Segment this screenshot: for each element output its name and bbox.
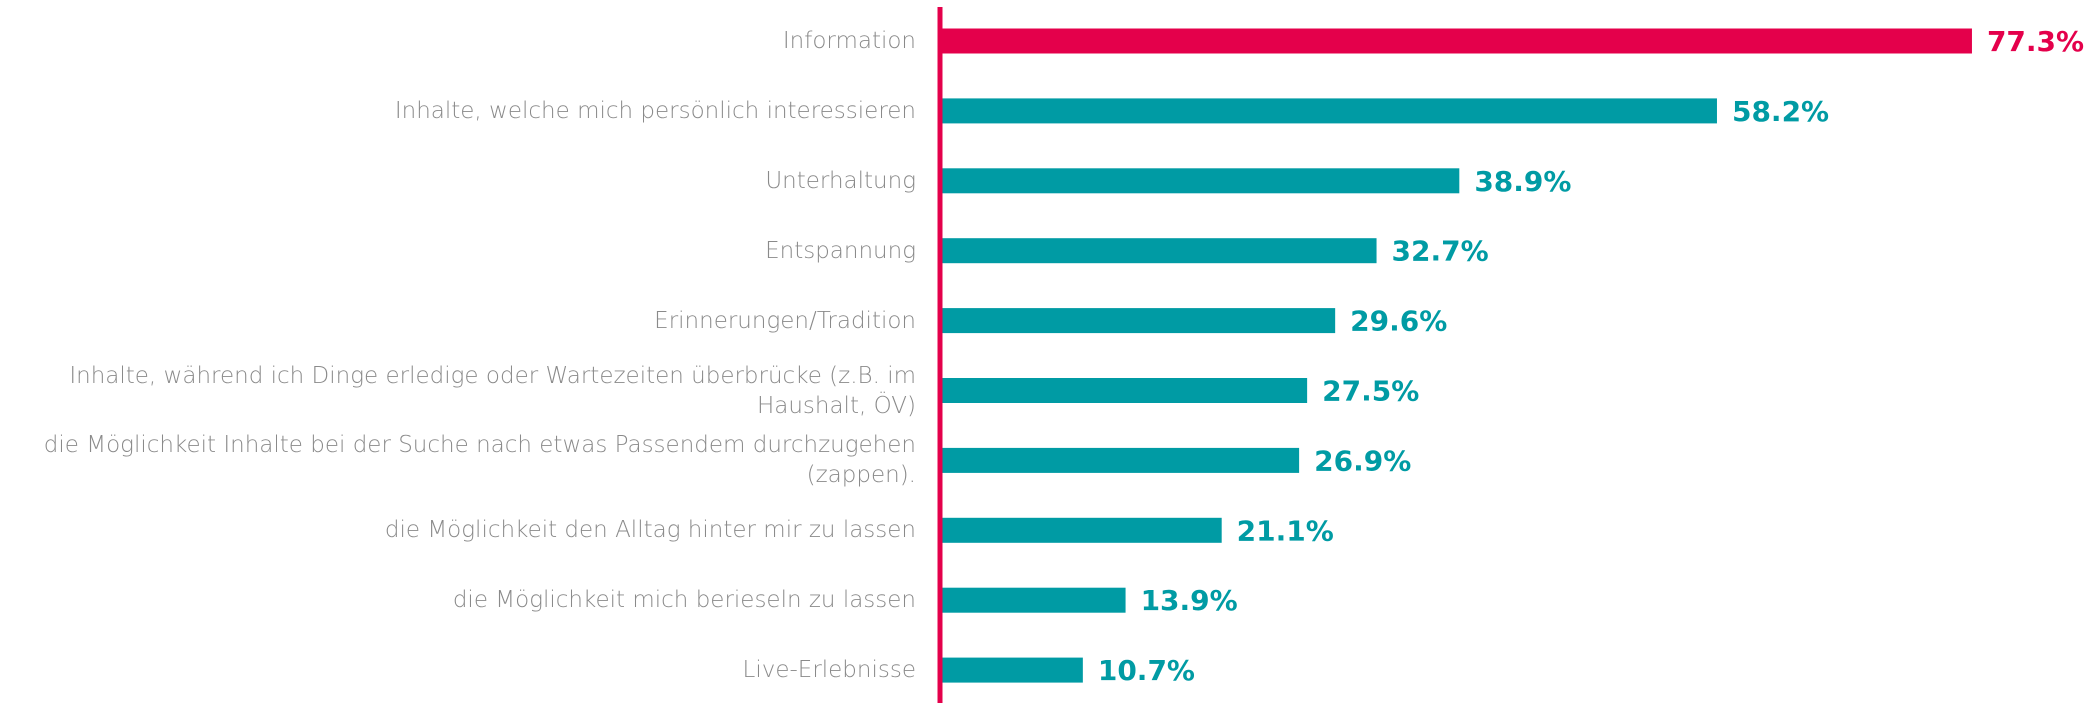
bar [940, 447, 1300, 473]
value-label: 21.1% [1237, 514, 1334, 547]
category-label: Erinnerungen/Tradition [654, 307, 916, 334]
value-label: 27.5% [1322, 375, 1419, 408]
bar [940, 517, 1222, 543]
category-label: Inhalte, während ich Dinge erledige oder… [69, 362, 916, 419]
value-label: 38.9% [1474, 165, 1571, 198]
category-label: Unterhaltung [765, 167, 916, 194]
value-label: 10.7% [1098, 654, 1195, 687]
category-label: Live-Erlebnisse [742, 657, 916, 684]
value-label: 13.9% [1141, 584, 1238, 617]
value-label: 58.2% [1732, 95, 1829, 128]
bar [940, 308, 1336, 334]
category-label: Entspannung [765, 237, 916, 264]
category-label: Inhalte, welche mich persönlich interess… [394, 97, 916, 124]
category-label: die Möglichkeit den Alltag hinter mir zu… [384, 517, 916, 544]
value-label: 29.6% [1350, 305, 1447, 338]
category-label: die Möglichkeit Inhalte bei der Suche na… [43, 432, 916, 489]
category-label: die Möglichkeit mich berieseln zu lassen [452, 587, 916, 614]
category-label: Information [782, 28, 916, 54]
bar [940, 587, 1126, 613]
bar [940, 28, 1972, 54]
bar [940, 657, 1083, 683]
value-label: 26.9% [1314, 444, 1411, 477]
bar [940, 238, 1377, 264]
bar [940, 98, 1717, 124]
value-label: 32.7% [1392, 235, 1489, 268]
bar [940, 168, 1460, 194]
bar [940, 378, 1308, 403]
value-label: 77.3% [1987, 25, 2084, 58]
